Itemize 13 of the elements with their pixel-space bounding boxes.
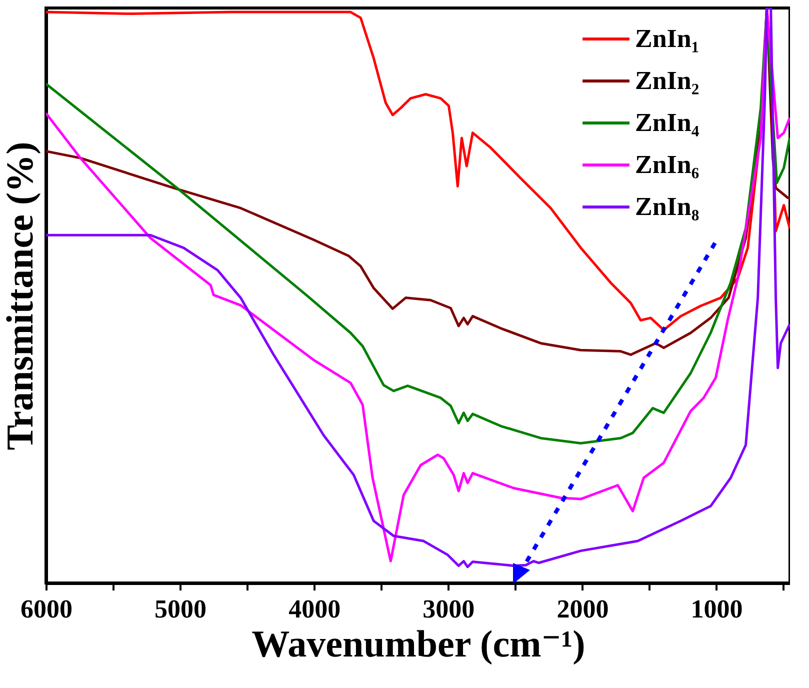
x-tick-label: 3000 [422,594,475,624]
x-tick-label: 1000 [690,594,743,624]
x-tick-label: 6000 [20,594,72,624]
legend-label: ZnIn₄ [635,108,700,137]
legend-label: ZnIn₈ [635,192,700,221]
x-tick-label: 2000 [556,594,609,624]
x-tick-label: 5000 [154,594,207,624]
x-tick-label: 4000 [288,594,341,624]
legend-label: ZnIn₁ [635,24,700,53]
x-axis-title: Wavenumber (cm⁻¹) [252,624,586,666]
y-axis-title: Transmittance (%) [0,142,42,450]
legend-label: ZnIn₂ [635,66,700,95]
legend-label: ZnIn₆ [635,150,700,179]
